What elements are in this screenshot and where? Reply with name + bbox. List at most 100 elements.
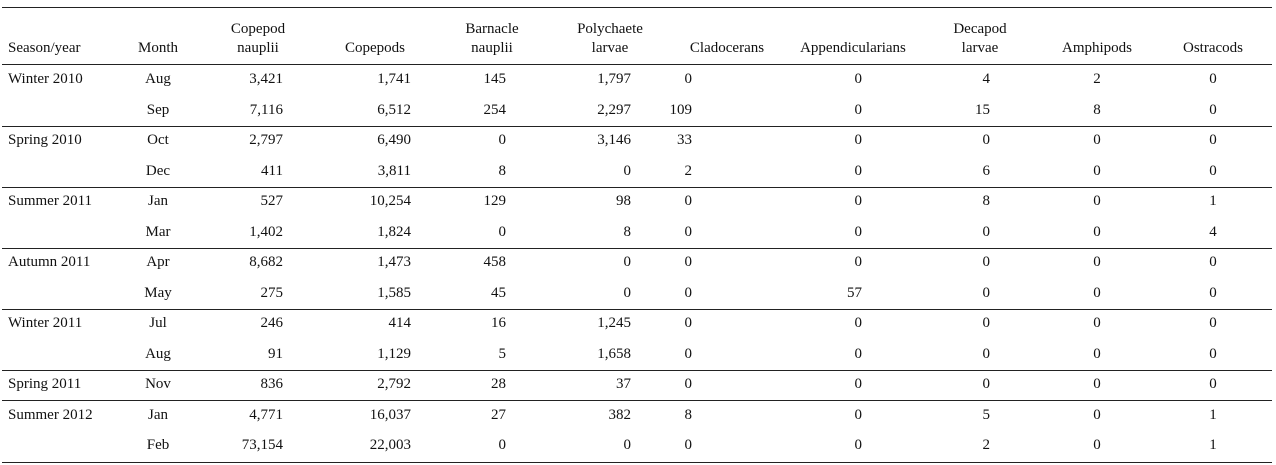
group-rule: [2, 308, 1272, 310]
value-cell: 0: [854, 162, 863, 179]
column-header: Ostracods: [1183, 40, 1243, 56]
value-cell: 6: [982, 162, 991, 179]
value-cell: 1,658: [597, 345, 631, 362]
column-header: Month: [137, 40, 178, 56]
value-cell: 0: [684, 376, 693, 392]
value-cell: 414: [388, 315, 412, 331]
value-cell: 0: [623, 284, 632, 301]
value-cell: 0: [498, 437, 507, 453]
value-cell: 2,792: [377, 376, 411, 392]
season-cell: Winter 2010: [8, 71, 83, 87]
value-cell: 4: [1209, 223, 1217, 240]
value-cell: 0: [1209, 254, 1217, 270]
value-cell: 0: [1093, 223, 1101, 240]
value-cell: 129: [483, 193, 507, 209]
value-cell: 0: [854, 437, 863, 453]
value-cell: 0: [1209, 101, 1217, 118]
season-cell: Winter 2011: [8, 315, 83, 331]
column-header: Polychaete larvae: [577, 21, 643, 56]
value-cell: 16: [491, 315, 506, 331]
value-cell: 45: [491, 284, 506, 301]
value-cell: 1,585: [377, 284, 411, 301]
value-cell: 0: [854, 193, 863, 209]
value-cell: 0: [498, 132, 507, 148]
value-cell: 411: [261, 162, 283, 179]
value-cell: 0: [854, 345, 863, 362]
value-cell: 0: [1093, 132, 1101, 148]
value-cell: 0: [1093, 345, 1101, 362]
value-cell: 0: [1093, 162, 1101, 179]
value-cell: 5: [982, 406, 991, 423]
value-cell: 0: [854, 132, 863, 148]
value-cell: 2: [1093, 71, 1101, 87]
value-cell: 15: [975, 101, 990, 118]
value-cell: 27: [491, 406, 506, 423]
value-cell: 6,512: [377, 101, 411, 118]
month-cell: Feb: [146, 437, 170, 453]
value-cell: 0: [854, 406, 863, 423]
column-header: Cladocerans: [689, 40, 765, 56]
value-cell: 4: [982, 71, 991, 87]
value-cell: 0: [1093, 406, 1101, 423]
value-cell: 3,421: [249, 71, 283, 87]
month-cell: Sep: [146, 101, 170, 118]
value-cell: 0: [982, 284, 991, 301]
value-cell: 8,682: [249, 254, 283, 270]
value-cell: 0: [982, 376, 991, 392]
header-rule: [2, 64, 1272, 65]
value-cell: 2,297: [597, 101, 631, 118]
column-header: Copepod nauplii: [230, 21, 286, 56]
top-rule: [2, 7, 1272, 8]
value-cell: 5: [498, 345, 507, 362]
value-cell: 246: [260, 315, 284, 331]
value-cell: 0: [623, 162, 632, 179]
value-cell: 1,129: [377, 345, 411, 362]
value-cell: 0: [1209, 345, 1217, 362]
value-cell: 98: [616, 193, 631, 209]
value-cell: 0: [1093, 437, 1101, 453]
value-cell: 3,146: [597, 132, 631, 148]
season-cell: Summer 2011: [8, 193, 93, 209]
value-cell: 73,154: [241, 437, 283, 453]
group-rule: [2, 400, 1272, 401]
value-cell: 0: [982, 132, 991, 148]
column-header: Amphipods: [1061, 40, 1132, 56]
bottom-rule: [2, 462, 1272, 463]
value-cell: 16,037: [369, 406, 411, 423]
value-cell: 0: [684, 437, 693, 453]
column-header: Appendicularians: [800, 40, 906, 56]
value-cell: 382: [608, 406, 632, 423]
month-cell: Jul: [149, 315, 167, 331]
month-cell: Aug: [145, 345, 171, 362]
value-cell: 1: [1209, 437, 1217, 453]
value-cell: 2: [684, 162, 693, 179]
value-cell: 2,797: [249, 132, 283, 148]
value-cell: 1,824: [377, 223, 411, 240]
value-cell: 3,811: [377, 162, 411, 179]
value-cell: 0: [1209, 71, 1217, 87]
value-cell: 0: [854, 315, 863, 331]
value-cell: 0: [623, 254, 632, 270]
value-cell: 28: [491, 376, 506, 392]
value-cell: 1,402: [249, 223, 283, 240]
season-cell: Autumn 2011: [8, 254, 91, 270]
column-header: Barnacle nauplii: [465, 21, 519, 56]
group-rule: [2, 247, 1272, 249]
value-cell: 0: [982, 345, 991, 362]
value-cell: 0: [1093, 193, 1101, 209]
value-cell: 0: [684, 345, 693, 362]
month-cell: Oct: [147, 132, 169, 148]
value-cell: 7,116: [249, 101, 283, 118]
value-cell: 0: [1209, 284, 1217, 301]
value-cell: 0: [684, 193, 693, 209]
value-cell: 836: [260, 376, 284, 392]
column-header: Decapod larvae: [953, 21, 1007, 56]
value-cell: 0: [1093, 376, 1101, 392]
value-cell: 275: [260, 284, 284, 301]
value-cell: 6,490: [377, 132, 411, 148]
value-cell: 0: [684, 254, 693, 270]
month-cell: Apr: [146, 254, 170, 270]
value-cell: 33: [677, 132, 692, 148]
value-cell: 1: [1209, 406, 1217, 423]
